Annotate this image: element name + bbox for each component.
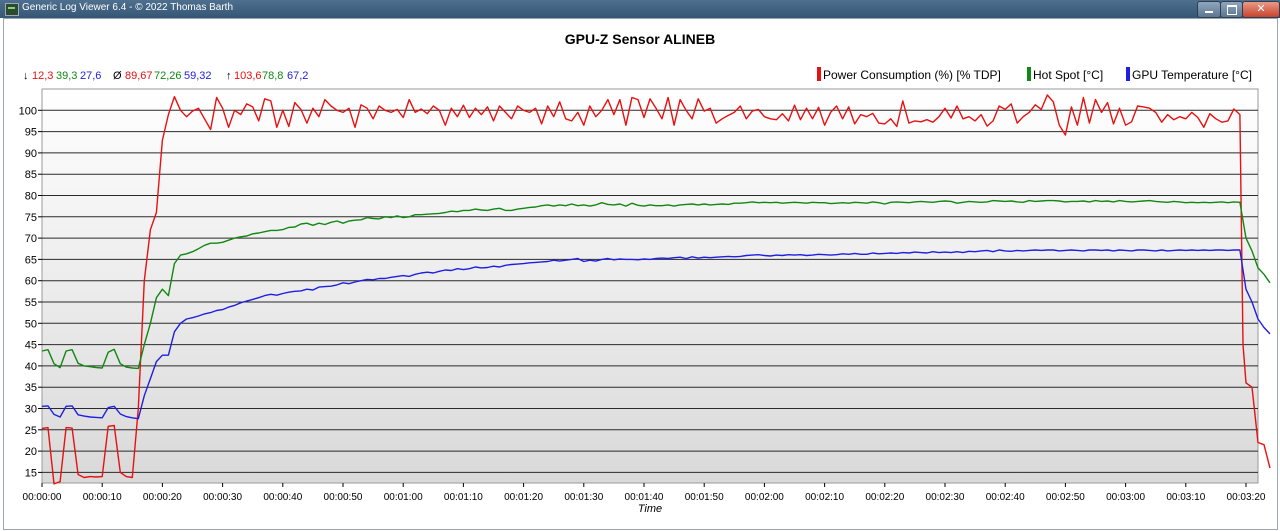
x-tick-label: 00:00:50 [324, 492, 363, 503]
x-tick-label: 00:02:50 [1046, 492, 1085, 503]
max-hotspot: 78,8 [262, 70, 283, 82]
legend-label-gpu-temp: GPU Temperature [°C] [1132, 68, 1252, 82]
y-tick-label: 95 [25, 127, 37, 139]
series-lines [41, 94, 1271, 485]
y-tick-label: 85 [25, 169, 37, 181]
title-bar[interactable]: Generic Log Viewer 6.4 - © 2022 Thomas B… [0, 0, 1280, 18]
chart-title: GPU-Z Sensor ALINEB [565, 31, 715, 47]
legend-swatch-hotspot [1027, 67, 1031, 81]
avg-power: 89,67 [125, 70, 153, 82]
y-tick-label: 40 [25, 361, 37, 373]
x-tick-label: 00:00:20 [143, 492, 182, 503]
minimize-button[interactable] [1197, 1, 1221, 18]
y-tick-label: 90 [25, 148, 37, 160]
y-tick-label: 80 [25, 191, 37, 203]
y-tick-label: 50 [25, 318, 37, 330]
min-gpu-temp: 27,6 [80, 70, 101, 82]
x-axis-label: Time [638, 503, 662, 515]
min-symbol: ↓ [23, 70, 29, 82]
max-power: 103,6 [234, 70, 262, 82]
x-tick-label: 00:01:00 [384, 492, 423, 503]
y-tick-label: 25 [25, 425, 37, 437]
series-power-line [41, 94, 1271, 485]
app-icon [5, 3, 19, 16]
window-title: Generic Log Viewer 6.4 - © 2022 Thomas B… [22, 2, 234, 13]
x-tick-label: 00:02:30 [926, 492, 965, 503]
series-gpu-temp-line [41, 249, 1271, 420]
avg-symbol: Ø [113, 70, 122, 82]
x-tick-label: 00:01:40 [625, 492, 664, 503]
plot-area [41, 88, 1259, 484]
maximize-button[interactable] [1220, 1, 1243, 18]
min-hotspot: 39,3 [56, 70, 77, 82]
y-tick-label: 100 [19, 105, 37, 117]
close-button[interactable] [1242, 1, 1280, 18]
x-tick-label: 00:01:50 [685, 492, 724, 503]
x-tick-label: 00:02:00 [745, 492, 784, 503]
x-tick-label: 00:01:20 [504, 492, 543, 503]
x-axis: 00:00:00 00:00:10 00:00:20 00:00:30 00:00:40… [23, 483, 1266, 503]
legend-label-hotspot: Hot Spot [°C] [1033, 68, 1103, 82]
x-tick-label: 00:00:40 [263, 492, 302, 503]
y-tick-label: 60 [25, 276, 37, 288]
y-tick-label: 20 [25, 446, 37, 458]
y-tick-label: 55 [25, 297, 37, 309]
min-power: 12,3 [32, 70, 53, 82]
x-tick-label: 00:02:40 [986, 492, 1025, 503]
x-tick-label: 00:01:30 [564, 492, 603, 503]
avg-gpu-temp: 59,32 [184, 70, 212, 82]
max-symbol: ↑ [226, 70, 232, 82]
y-tick-label: 45 [25, 340, 37, 352]
y-tick-label: 35 [25, 382, 37, 394]
x-tick-label: 00:00:00 [23, 492, 62, 503]
x-tick-label: 00:03:20 [1227, 492, 1266, 503]
series-hotspot-line [41, 199, 1271, 370]
x-tick-label: 00:00:10 [83, 492, 122, 503]
x-tick-label: 00:03:00 [1106, 492, 1145, 503]
x-tick-label: 00:01:10 [444, 492, 483, 503]
max-gpu-temp: 67,2 [287, 70, 308, 82]
avg-hotspot: 72,26 [154, 70, 182, 82]
stats-summary: ↓ 12,3 39,3 27,6 Ø 89,67 72,26 59,32 ↑ 1… [23, 70, 308, 82]
y-tick-label: 65 [25, 254, 37, 266]
legend-label-power: Power Consumption (%) [% TDP] [823, 68, 1001, 82]
line-chart: GPU-Z Sensor ALINEB ↓ 12,3 39,3 27,6 Ø 8… [19, 31, 1271, 515]
legend-swatch-power [817, 67, 821, 81]
x-tick-label: 00:03:10 [1166, 492, 1205, 503]
legend-swatch-gpu-temp [1126, 67, 1130, 81]
y-tick-label: 30 [25, 404, 37, 416]
y-tick-label: 15 [25, 467, 37, 479]
y-tick-label: 75 [25, 212, 37, 224]
x-tick-label: 00:00:30 [203, 492, 242, 503]
y-tick-label: 70 [25, 233, 37, 245]
x-tick-label: 00:02:20 [865, 492, 904, 503]
legend: Power Consumption (%) [% TDP] Hot Spot [… [817, 67, 1252, 82]
x-tick-label: 00:02:10 [805, 492, 844, 503]
y-axis: 15 20 25 30 35 40 45 50 55 60 65 70 75 80 85 90 95 100 [19, 105, 42, 479]
